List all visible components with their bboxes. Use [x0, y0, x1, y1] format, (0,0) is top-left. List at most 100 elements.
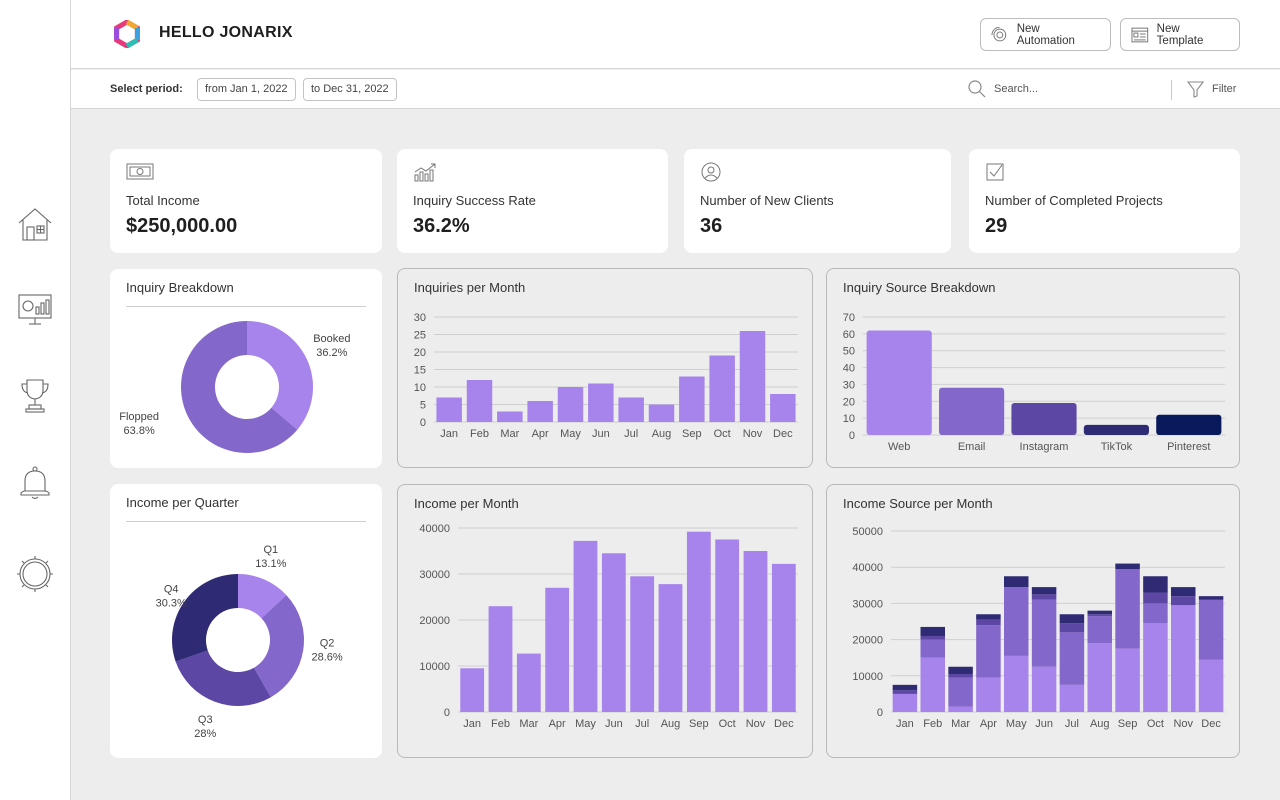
x-tick-label: Nov [1173, 718, 1193, 730]
bar-segment [1115, 569, 1140, 649]
slice-label: Q1 [263, 544, 278, 556]
income-per-month-chart: 0 10000 20000 30000 40000 Jan Feb Mar Apr May Jun J… [419, 523, 798, 730]
bar-segment [1143, 623, 1168, 712]
bar [658, 584, 683, 712]
y-tick-label: 0 [877, 707, 883, 719]
y-tick-label: 40000 [852, 562, 883, 574]
kpi-card-completed-projects: Number of Completed Projects 29 [969, 149, 1240, 253]
date-from-field[interactable]: from Jan 1, 2022 [197, 78, 296, 101]
donut-slice [253, 595, 304, 698]
y-tick-label: 30000 [419, 569, 450, 581]
slice-value-label: 63.8% [124, 425, 155, 437]
y-tick-label: 20000 [419, 615, 450, 627]
period-label: Select period: [110, 83, 183, 95]
x-tick-label: Nov [746, 718, 766, 730]
bar-segment [1004, 576, 1029, 588]
bar-segment [1198, 596, 1224, 600]
bar-segment [976, 677, 1001, 712]
x-tick-label: Jun [592, 428, 610, 440]
bar-segment [976, 614, 1001, 620]
kpi-label: Number of New Clients [700, 193, 834, 208]
divider [1171, 80, 1172, 100]
card-title: Inquiry Breakdown [126, 280, 234, 295]
bar-segment [1059, 632, 1085, 685]
checkbox-icon [985, 162, 1013, 182]
filter-icon[interactable] [1186, 81, 1205, 98]
new-template-button[interactable]: New Template [1120, 18, 1240, 51]
y-tick-label: 30 [414, 312, 426, 324]
x-tick-label: Jun [1035, 718, 1053, 730]
x-tick-label: Jul [1065, 718, 1079, 730]
bar [436, 397, 462, 422]
bar-segment [920, 639, 945, 658]
bar [866, 330, 932, 435]
bar-segment [1143, 592, 1168, 604]
y-tick-label: 40 [843, 363, 855, 375]
bar [686, 531, 711, 712]
x-tick-label: Jul [624, 428, 638, 440]
bar [516, 653, 541, 712]
inquiries-per-month-chart: 0 5 10 15 20 25 30 Jan Feb Mar Apr May Jun Jul Aug Sep O… [414, 312, 798, 440]
slice-value-label: 30.3% [156, 597, 187, 609]
dashboard-icon[interactable] [15, 289, 55, 329]
y-tick-label: 25 [414, 330, 426, 342]
bar [618, 397, 644, 422]
y-tick-label: 70 [843, 312, 855, 324]
new-automation-button[interactable]: New Automation [980, 18, 1111, 51]
bar-segment [1087, 616, 1112, 644]
x-tick-label: May [575, 718, 596, 730]
y-tick-label: 15 [414, 365, 426, 377]
card-title: Inquiries per Month [414, 280, 526, 295]
search-icon[interactable] [967, 79, 987, 99]
y-tick-label: 30000 [852, 598, 883, 610]
bar [488, 606, 513, 712]
bar [1011, 402, 1077, 435]
bell-icon[interactable] [15, 464, 55, 504]
card-divider [126, 521, 366, 522]
x-tick-label: May [1006, 718, 1027, 730]
income-per-month-card: Income per Month 0 10000 20000 30000 40000 Ja… [397, 484, 813, 758]
x-tick-label: Instagram [1020, 441, 1069, 453]
inquiry-breakdown-card: Inquiry Breakdown Booked 36.2% Flopped 63.8… [110, 269, 382, 468]
x-tick-label: Aug [652, 428, 672, 440]
bar-segment [1031, 599, 1057, 667]
slice-label: Q4 [164, 583, 179, 595]
bar [527, 401, 553, 422]
card-title: Income per Quarter [126, 495, 239, 510]
x-tick-label: Email [958, 441, 986, 453]
bar [679, 376, 705, 422]
x-tick-label: Sep [682, 428, 702, 440]
bar [715, 539, 740, 712]
bar [1083, 424, 1149, 435]
inquiry-breakdown-chart: Booked 36.2% Flopped 63.8% [119, 321, 351, 453]
x-tick-label: Web [888, 441, 910, 453]
bar [739, 331, 766, 422]
search-input[interactable]: Search... [994, 83, 1039, 95]
kpi-label: Total Income [126, 193, 200, 208]
x-tick-label: Apr [980, 718, 997, 730]
y-tick-label: 0 [444, 707, 450, 719]
bar-segment [1087, 614, 1112, 617]
x-tick-label: May [560, 428, 581, 440]
bar-segment [1115, 563, 1140, 570]
bar-segment [892, 693, 918, 712]
bar-segment [1059, 623, 1085, 633]
home-icon[interactable] [15, 205, 55, 245]
inquiries-per-month-card: Inquiries per Month 0 5 10 15 20 25 30 Jan Feb Ma… [397, 268, 813, 468]
bar-segment [948, 677, 973, 707]
date-to-field[interactable]: to Dec 31, 2022 [303, 78, 397, 101]
x-tick-label: Feb [491, 718, 510, 730]
gear-icon[interactable] [15, 554, 55, 594]
bar [648, 404, 675, 422]
x-tick-label: TikTok [1101, 441, 1133, 453]
y-tick-label: 50000 [852, 526, 883, 538]
slice-label: Q3 [198, 714, 213, 726]
filter-button[interactable]: Filter [1212, 83, 1237, 95]
kpi-label: Number of Completed Projects [985, 193, 1163, 208]
x-tick-label: Mar [500, 428, 519, 440]
bar [545, 587, 570, 712]
bar [557, 387, 584, 422]
trophy-icon[interactable] [15, 376, 55, 416]
donut-slice [175, 650, 271, 706]
kpi-card-inquiry-success-rate: Inquiry Success Rate 36.2% [397, 149, 668, 253]
